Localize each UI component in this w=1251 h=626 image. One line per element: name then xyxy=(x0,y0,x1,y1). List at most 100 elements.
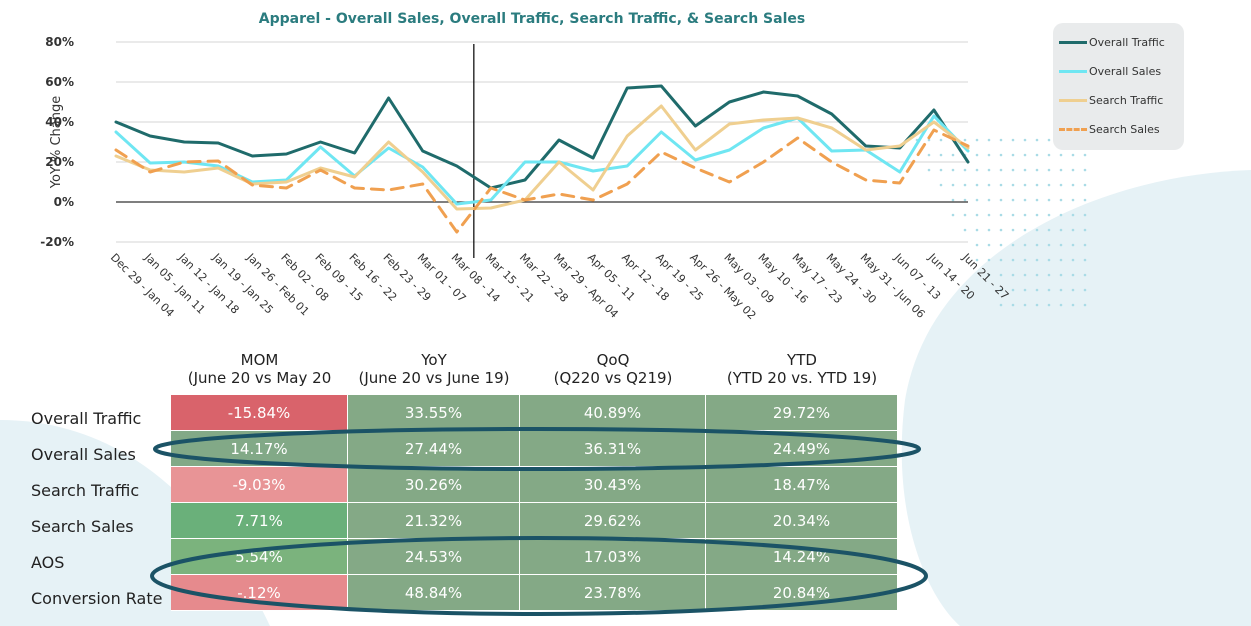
decor-dot xyxy=(1083,228,1087,232)
decor-dot xyxy=(1011,273,1015,277)
decor-dot xyxy=(1047,303,1051,307)
decor-dot xyxy=(975,168,979,172)
decor-dot xyxy=(1071,288,1075,292)
decor-dot xyxy=(1011,138,1015,142)
gridlines xyxy=(116,41,968,243)
decor-dot xyxy=(1023,153,1027,157)
decor-dot xyxy=(939,183,943,187)
decor-dot xyxy=(1035,213,1039,217)
table-cell: 48.84% xyxy=(348,575,520,611)
decor-dot xyxy=(987,213,991,217)
line-chart: Apparel - Overall Sales, Overall Traffic… xyxy=(40,11,1011,322)
decor-dot xyxy=(1071,153,1075,157)
row-label: Search Sales xyxy=(31,517,134,536)
decor-dot xyxy=(1083,153,1087,157)
decor-dot xyxy=(999,183,1003,187)
series-line-overall-traffic xyxy=(114,84,970,190)
decor-dot xyxy=(1059,243,1063,247)
y-tick-label: 20% xyxy=(45,155,74,169)
decor-dot xyxy=(1083,168,1087,172)
decor-dot xyxy=(939,153,943,157)
row-label: Conversion Rate xyxy=(31,589,163,608)
legend-item: Overall Sales xyxy=(1059,62,1161,80)
decor-dot xyxy=(1071,213,1075,217)
row-label: AOS xyxy=(31,553,65,572)
decor-dot xyxy=(1047,273,1051,277)
legend-item: Overall Traffic xyxy=(1059,33,1165,51)
legend-item: Search Traffic xyxy=(1059,91,1163,109)
decor-dot xyxy=(1083,183,1087,187)
decor-dot xyxy=(975,228,979,232)
decor-dot xyxy=(1023,288,1027,292)
decor-dot xyxy=(1023,258,1027,262)
decor-dot xyxy=(1083,213,1087,217)
decor-dot xyxy=(939,138,943,142)
column-title: YoY xyxy=(421,351,447,369)
decor-dot xyxy=(963,213,967,217)
decor-dot xyxy=(975,138,979,142)
x-tick-label: Jan 05 - Jan 11 xyxy=(141,250,207,316)
column-title: YTD xyxy=(787,351,817,369)
decor-dot xyxy=(1035,168,1039,172)
decor-dot xyxy=(987,258,991,262)
table-cell: 33.55% xyxy=(348,395,520,431)
table-cell: 7.71% xyxy=(171,503,348,539)
decor-dot xyxy=(975,243,979,247)
row-label: Search Traffic xyxy=(31,481,140,500)
series-line-overall-sales xyxy=(114,114,970,206)
row-label: Overall Sales xyxy=(31,445,136,464)
decor-dot xyxy=(987,138,991,142)
decor-dot xyxy=(975,198,979,202)
column-header: MOM (June 20 vs May 20 xyxy=(171,351,348,387)
legend-swatch xyxy=(1059,98,1087,102)
decor-dot xyxy=(1083,198,1087,202)
y-tick-label: 80% xyxy=(45,35,74,49)
decor-dot xyxy=(1059,303,1063,307)
decor-dot xyxy=(999,153,1003,157)
series-line-search-sales xyxy=(114,128,970,234)
decor-dot xyxy=(1071,183,1075,187)
decor-dot xyxy=(1047,228,1051,232)
decor-dot xyxy=(1059,258,1063,262)
decor-dot xyxy=(1023,243,1027,247)
table-cell: 36.31% xyxy=(520,431,706,467)
table-cell: 20.84% xyxy=(706,575,898,611)
table-cell: 21.32% xyxy=(348,503,520,539)
decor-dot xyxy=(1083,258,1087,262)
decor-dot xyxy=(1023,138,1027,142)
y-tick-label: 60% xyxy=(45,75,74,89)
decor-dot xyxy=(1023,228,1027,232)
y-axis-ticks: 80% 60% 40% 20% 0% -20% xyxy=(40,35,74,249)
decor-dot xyxy=(987,153,991,157)
decor-dot xyxy=(963,168,967,172)
table-cell: 18.47% xyxy=(706,467,898,503)
decor-dot xyxy=(963,138,967,142)
decor-dot xyxy=(1011,228,1015,232)
decor-dot xyxy=(1071,243,1075,247)
table-cell: 40.89% xyxy=(520,395,706,431)
decor-dot xyxy=(1023,168,1027,172)
x-tick-label: Jan 19 - Jan 25 xyxy=(209,250,275,316)
decor-dot xyxy=(1071,228,1075,232)
series-line-search-traffic xyxy=(114,104,970,211)
chart-legend: Overall Traffic Overall Sales Search Traff… xyxy=(1053,23,1184,150)
decor-dot xyxy=(1071,303,1075,307)
decor-dot xyxy=(1059,153,1063,157)
table-cell: -15.84% xyxy=(171,395,348,431)
table-cell: 29.72% xyxy=(706,395,898,431)
decor-dot xyxy=(927,153,931,157)
decor-dot xyxy=(1011,258,1015,262)
decor-dot xyxy=(999,288,1003,292)
decor-dot xyxy=(1047,258,1051,262)
decor-dot xyxy=(1011,198,1015,202)
decor-dot xyxy=(963,228,967,232)
series-lines xyxy=(114,84,970,234)
legend-item: Search Sales xyxy=(1059,120,1160,138)
column-subtitle: (June 20 vs June 19) xyxy=(358,369,510,387)
decor-dot xyxy=(1011,168,1015,172)
decor-dot xyxy=(1071,273,1075,277)
column-header: QoQ (Q220 vs Q219) xyxy=(520,351,706,387)
decor-dot xyxy=(1035,303,1039,307)
decor-dot xyxy=(1011,288,1015,292)
decor-dot xyxy=(987,243,991,247)
